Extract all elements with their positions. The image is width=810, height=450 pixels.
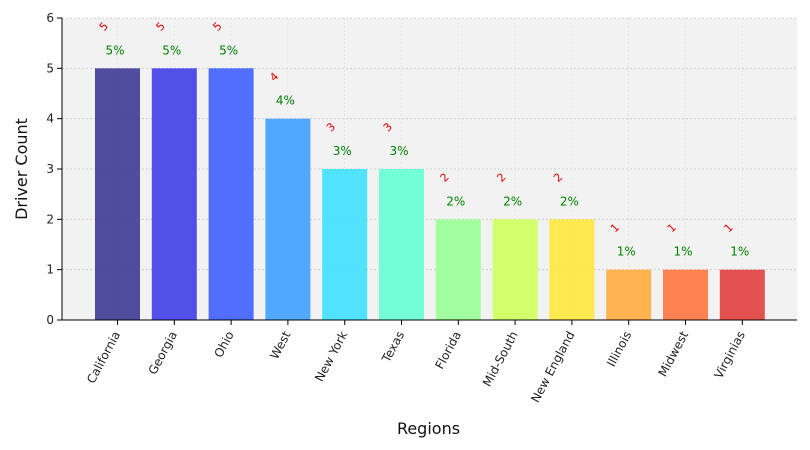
percent-label: 5% [162, 43, 181, 57]
y-tick-label: 6 [46, 11, 54, 25]
percent-label: 4% [276, 94, 295, 108]
x-tick-label: West [267, 329, 293, 362]
x-tick-label: California [84, 329, 123, 386]
bar [151, 68, 197, 320]
x-tick-label: Illinois [604, 329, 634, 369]
y-tick-label: 0 [46, 313, 54, 327]
x-tick-label: New York [312, 329, 350, 384]
bar [719, 269, 765, 320]
y-axis-title: Driver Count [12, 118, 31, 220]
x-tick-label: Midwest [656, 329, 692, 380]
y-tick-label: 4 [46, 112, 54, 126]
y-tick-label: 2 [46, 212, 54, 226]
bar [663, 269, 708, 320]
percent-label: 1% [730, 245, 749, 259]
x-tick-label: Florida [432, 329, 464, 372]
bar [606, 269, 652, 320]
percent-label: 1% [617, 245, 636, 259]
bar [549, 219, 595, 320]
y-tick-label: 5 [46, 61, 54, 75]
percent-label: 2% [560, 194, 579, 208]
x-axis-title: Regions [397, 419, 460, 438]
x-tick-label: Ohio [211, 329, 236, 360]
y-tick-label: 3 [46, 162, 54, 176]
x-tick-label: New England [528, 329, 577, 405]
bar [435, 219, 481, 320]
bar [492, 219, 538, 320]
percent-label: 5% [219, 43, 238, 57]
x-tick-label: Texas [379, 329, 407, 366]
percent-label: 3% [333, 144, 352, 158]
bar [322, 169, 368, 320]
x-tick-label: Georgia [145, 329, 179, 377]
percent-label: 3% [390, 144, 409, 158]
percent-label: 2% [503, 194, 522, 208]
bar [379, 169, 424, 320]
bars [95, 68, 765, 321]
bar [208, 68, 254, 320]
percent-label: 2% [446, 194, 465, 208]
y-tick-label: 1 [46, 263, 54, 277]
bar [95, 68, 140, 320]
percent-label: 1% [674, 245, 693, 259]
percent-label: 5% [106, 43, 125, 57]
x-tick-label: Mid-South [480, 329, 521, 389]
bar [265, 118, 311, 321]
x-tick-label: Virginias [711, 329, 748, 381]
